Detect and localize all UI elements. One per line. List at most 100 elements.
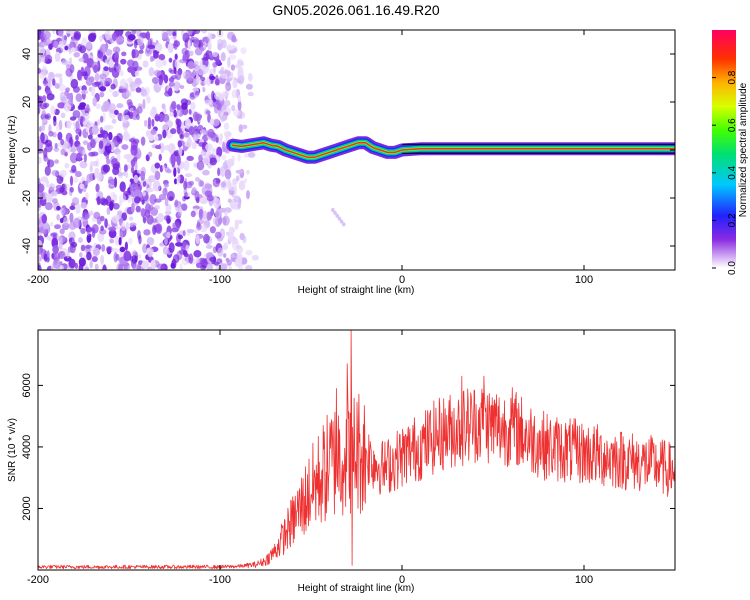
spectrogram-noise-cell [165,120,173,129]
spectrogram-noise-cell [178,146,183,156]
spectrogram-noise-cell [223,122,230,131]
spectrogram-noise-cell [116,35,123,46]
spectrogram-ytick-label: 20 [21,96,33,108]
spectrogram-noise-cell [131,49,140,59]
spectrogram-noise-cell [57,131,63,141]
spectrogram-noise-cell [105,245,113,253]
spectrogram-noise-cell [71,164,77,173]
spectrogram-noise-cell [230,253,236,258]
spectrogram-noise-cell [186,155,194,161]
spectrogram-noise-cell [170,262,176,269]
spectrogram-noise-cell [159,242,165,247]
spectrogram-noise-cell [38,126,42,133]
spectrogram-noise-cell [174,199,179,207]
spectrogram-noise-cell [138,49,144,54]
spectrogram-noise-cell [242,235,247,244]
spectrogram-noise-cell [44,202,53,211]
spectrogram-noise-cell [184,49,191,59]
spectrogram-noise-cell [231,104,236,112]
spectrogram-noise-cell [134,196,141,204]
spectrogram-noise-cell [176,108,181,116]
spectrogram-noise-cell [164,210,172,215]
snr-xlabel: Height of straight line (km) [298,583,415,594]
spectrogram-noise-cell [162,59,167,66]
spectrogram-noise-cell [151,218,158,223]
spectrogram-noise-cell [154,204,160,210]
spectrogram-noise-cell [194,177,201,182]
spectrogram-noise-cell [164,236,168,246]
spectrogram-noise-cell [215,178,220,184]
spectrogram-noise-cell [69,147,77,153]
spectrogram-noise-cell [92,97,97,107]
spectrogram-noise-cell [59,186,65,193]
spectrogram-noise-cell [201,169,210,176]
spectrogram-noise-cell [80,89,89,95]
spectrogram-noise-cell [223,130,232,138]
spectrogram-noise-cell [121,144,129,150]
spectrogram-noise-cell [68,258,76,269]
spectrogram-noise-cell [218,262,226,270]
spectrogram-noise-cell [200,64,207,72]
spectrogram-noise-cell [221,154,227,161]
spectrogram-noise-cell [203,79,207,85]
spectrogram-noise-cell [118,263,124,270]
spectrogram-noise-cell [238,219,243,224]
spectrogram-noise-cell [137,229,141,240]
spectrogram-noise-cell [59,228,65,235]
spectrogram-noise-cell [135,114,140,121]
spectrogram-noise-cell [237,58,243,66]
spectrogram-noise-cell [232,109,241,117]
spectrogram-noise-cell [237,75,245,85]
spectrogram-noise-cell [83,70,88,81]
spectrogram-noise-cell [213,197,221,209]
spectrogram-noise-cell [183,180,188,190]
spectrogram-noise-cell [130,144,138,156]
spectrogram-noise-cell [109,238,115,244]
spectrogram-noise-cell [44,165,51,176]
spectrogram-noise-cell [142,60,149,68]
spectrogram-noise-cell [75,134,79,141]
spectrogram-noise-cell [57,236,63,242]
spectrogram-noise-cell [48,72,55,81]
spectrogram-noise-cell [195,196,200,204]
spectrogram-noise-cell [168,242,175,253]
spectrogram-noise-cell [106,207,111,215]
spectrogram-noise-cell [199,197,207,205]
spectrogram-noise-cell [231,155,235,163]
spectrogram-noise-cell [112,202,120,210]
spectrogram-noise-cell [209,118,215,126]
spectrogram-noise-cell [131,30,137,35]
spectrogram-noise-cell [223,253,227,258]
spectrogram-noise-cell [191,141,197,150]
spectrogram-noise-cell [126,190,132,196]
spectrogram-noise-cell [140,136,146,146]
spectrogram-noise-cell [154,170,161,181]
spectrogram-noise-cell [237,94,242,103]
spectrogram-noise-cell [193,60,199,68]
spectrogram-noise-cell [188,125,195,136]
spectrogram-noise-cell [56,175,64,185]
spectrogram-noise-cell [205,244,213,249]
spectrogram-noise-cell [158,53,166,61]
spectrogram-noise-cell [131,202,135,214]
spectrogram-noise-cell [44,54,53,64]
spectrogram-noise-cell [189,50,194,57]
spectrogram-noise-cell [116,151,121,162]
spectrogram-noise-cell [100,43,108,53]
spectrogram-noise-cell [154,144,162,150]
spectrogram-noise-cell [83,112,90,120]
snr-xtick-label: -100 [209,574,231,586]
spectrogram-noise-cell [167,42,174,54]
spectrogram-noise-cell [106,158,111,165]
spectrogram-noise-cell [217,247,224,257]
spectrogram-noise-cell [48,130,54,137]
spectrogram-noise-cell [190,102,196,110]
spectrogram-noise-cell [183,160,190,171]
spectrogram-noise-cell [87,134,93,140]
spectrogram-noise-cell [181,255,189,266]
spectrogram-noise-cell [114,109,119,116]
spectrogram-noise-cell [79,102,87,108]
spectrogram-noise-cell [183,132,190,138]
spectrogram-noise-cell [209,256,217,263]
spectrogram-noise-cell [148,67,155,77]
